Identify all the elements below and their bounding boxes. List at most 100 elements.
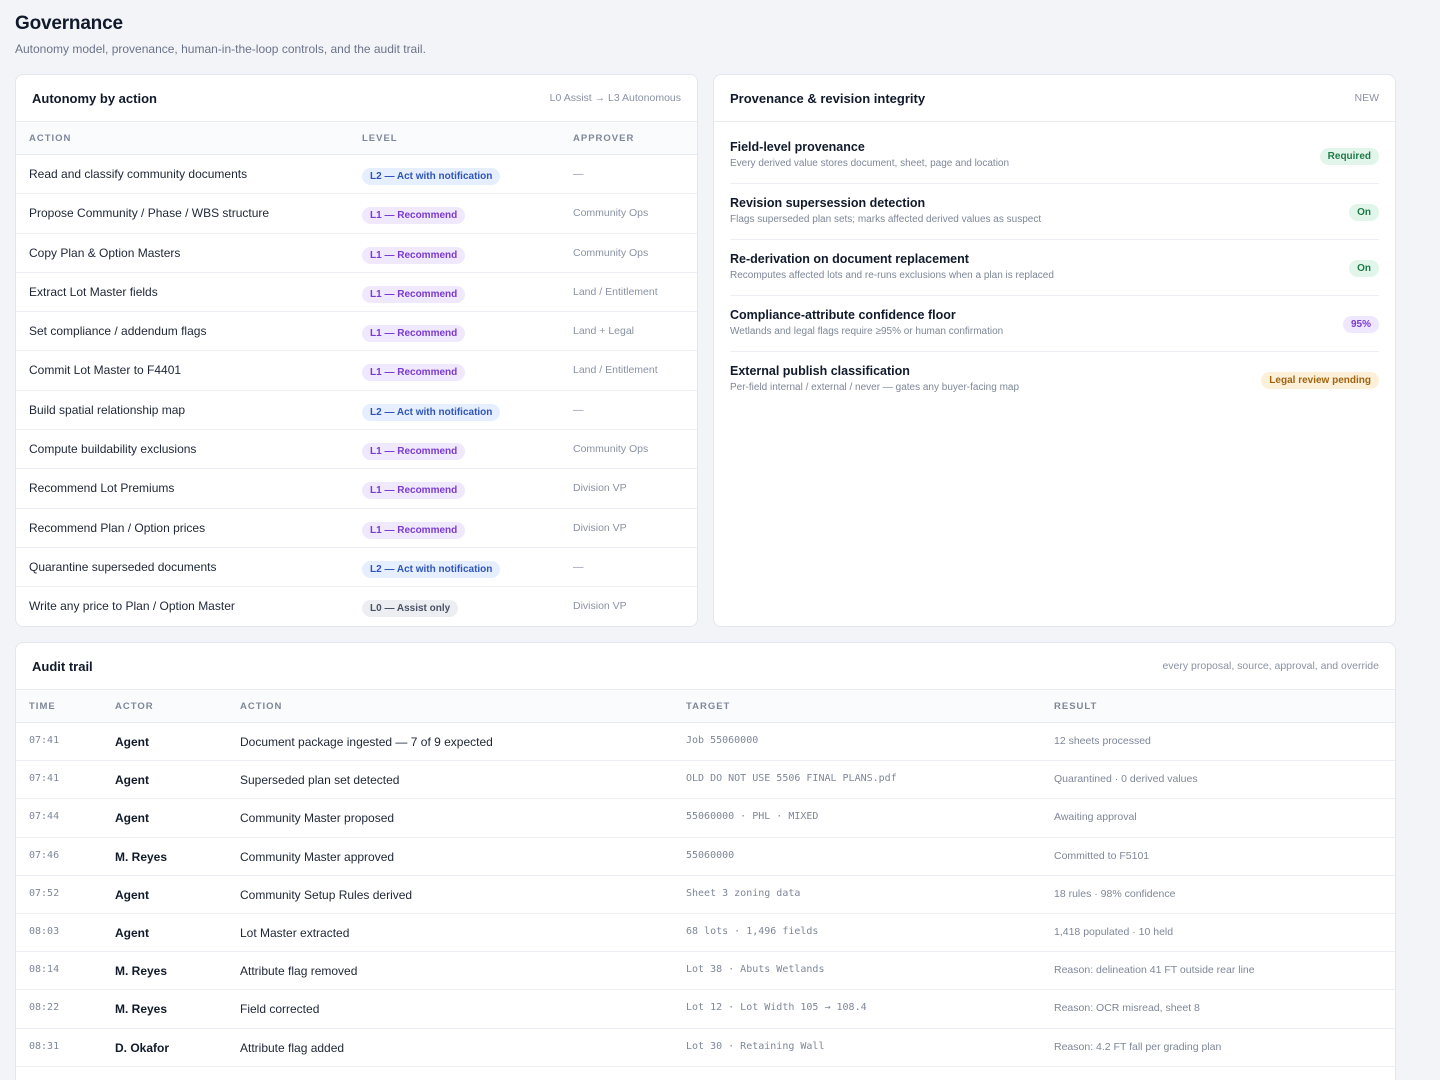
column-header-level: LEVEL xyxy=(362,133,398,144)
actor-cell: D. Okafor xyxy=(115,1040,170,1055)
target-cell: Lot 30 · Retaining Wall xyxy=(686,1040,825,1052)
table-row[interactable]: 07:52 Agent Community Setup Rules derived S… xyxy=(16,876,1395,914)
approver-label: — xyxy=(573,168,584,180)
action-cell: Field corrected xyxy=(240,1002,320,1017)
action-label: Write any price to Plan / Option Master xyxy=(29,599,235,614)
table-row[interactable]: Recommend Lot Premiums L1 — Recommend Divi… xyxy=(16,469,697,509)
autonomy-table-header: ACTION LEVEL APPROVER xyxy=(16,122,697,155)
level-badge: L1 — Recommend xyxy=(362,285,466,303)
audit-table-body: 07:41 Agent Document package ingested — 7 … xyxy=(16,723,1395,1067)
approver-label: Division VP xyxy=(573,521,627,534)
audit-trail-card: Audit trail every proposal, source, appr… xyxy=(15,642,1396,1080)
level-badge: L1 — Recommend xyxy=(362,207,466,225)
actor-cell: Agent xyxy=(115,811,149,826)
column-header-time: TIME xyxy=(29,701,56,712)
target-cell: Lot 12 · Lot Width 105 → 108.4 xyxy=(686,1002,867,1014)
table-row[interactable]: Quarantine superseded documents L2 — Act … xyxy=(16,548,697,588)
approver-label: — xyxy=(573,403,584,416)
target-cell: Sheet 3 zoning data xyxy=(686,887,801,899)
table-row[interactable]: Recommend Plan / Option prices L1 — Recom… xyxy=(16,509,697,548)
action-cell: Lot Master extracted xyxy=(240,925,350,940)
action-label: Copy Plan & Option Masters xyxy=(29,245,181,260)
actor-cell: Agent xyxy=(115,887,149,902)
audit-card-meta: every proposal, source, approval, and ov… xyxy=(1162,660,1379,672)
time-cell: 08:14 xyxy=(29,964,60,976)
provenance-card-header: Provenance & revision integrity NEW xyxy=(714,75,1395,122)
action-cell: Superseded plan set detected xyxy=(240,773,400,788)
table-row[interactable]: 07:41 Agent Superseded plan set detected OL… xyxy=(16,761,1395,800)
provenance-item-description: Flags superseded plan sets; marks affect… xyxy=(730,214,1042,225)
target-cell: 55060000 xyxy=(686,849,735,861)
level-cell: L1 — Recommend xyxy=(362,362,466,382)
table-row[interactable]: Write any price to Plan / Option Master L… xyxy=(16,587,697,626)
approver-label: Division VP xyxy=(573,482,627,495)
table-row[interactable]: 07:41 Agent Document package ingested — 7 … xyxy=(16,723,1395,762)
provenance-item: Revision supersession detection Flags sup… xyxy=(730,184,1379,240)
level-cell: L1 — Recommend xyxy=(362,441,466,461)
provenance-item-title: External publish classification xyxy=(730,364,910,378)
table-row[interactable]: Read and classify community documents L2 … xyxy=(16,155,697,195)
status-badge: 95% xyxy=(1342,316,1379,333)
table-row[interactable]: 08:22 M. Reyes Field corrected Lot 12 · Lot… xyxy=(16,990,1395,1029)
time-cell: 07:46 xyxy=(29,849,60,861)
audit-card-title: Audit trail xyxy=(32,658,93,674)
table-row[interactable]: Copy Plan & Option Masters L1 — Recommend… xyxy=(16,234,697,273)
provenance-item-description: Per-field internal / external / never — … xyxy=(730,382,1020,393)
level-badge: L2 — Act with notification xyxy=(362,403,501,421)
approver-label: Land + Legal xyxy=(573,325,635,338)
page-subtitle: Autonomy model, provenance, human-in-the… xyxy=(15,42,426,56)
table-row[interactable]: Set compliance / addendum flags L1 — Reco… xyxy=(16,312,697,352)
approver-label: Land / Entitlement xyxy=(573,285,658,298)
table-row[interactable]: 07:46 M. Reyes Community Master approved 55… xyxy=(16,838,1395,876)
actor-cell: Agent xyxy=(115,773,149,788)
table-row[interactable]: 08:31 D. Okafor Attribute flag added Lot 30… xyxy=(16,1029,1395,1067)
action-label: Set compliance / addendum flags xyxy=(29,324,207,339)
status-badge: On xyxy=(1349,204,1379,221)
table-row[interactable]: Propose Community / Phase / WBS structur… xyxy=(16,194,697,234)
action-cell: Community Setup Rules derived xyxy=(240,887,413,902)
table-row[interactable]: 08:14 M. Reyes Attribute flag removed Lot 3… xyxy=(16,952,1395,991)
provenance-item: Re-derivation on document replacement Rec… xyxy=(730,240,1379,296)
table-row[interactable]: Commit Lot Master to F4401 L1 — Recommend… xyxy=(16,351,697,391)
approver-label: Division VP xyxy=(573,600,627,613)
time-cell: 07:52 xyxy=(29,887,60,899)
column-header-target: TARGET xyxy=(686,701,731,712)
table-row[interactable]: Build spatial relationship map L2 — Act w… xyxy=(16,391,697,431)
level-badge: L2 — Act with notification xyxy=(362,560,501,578)
level-cell: L1 — Recommend xyxy=(362,205,466,225)
action-label: Build spatial relationship map xyxy=(29,402,186,417)
table-row[interactable]: 07:44 Agent Community Master proposed 55060… xyxy=(16,799,1395,838)
audit-table-header: TIME ACTOR ACTION TARGET RESULT xyxy=(16,690,1395,723)
provenance-item-title: Field-level provenance xyxy=(730,140,865,154)
result-cell: 12 sheets processed xyxy=(1054,735,1151,747)
level-cell: L0 — Assist only xyxy=(362,598,459,618)
table-row[interactable]: Extract Lot Master fields L1 — Recommend L… xyxy=(16,273,697,313)
action-label: Compute buildability exclusions xyxy=(29,442,197,457)
provenance-card-title: Provenance & revision integrity xyxy=(730,90,926,106)
status-cell: On xyxy=(1349,258,1379,277)
level-cell: L1 — Recommend xyxy=(362,323,466,343)
target-cell: 68 lots · 1,496 fields xyxy=(686,925,819,937)
actor-cell: Agent xyxy=(115,735,149,749)
provenance-item-description: Wetlands and legal flags require ≥95% or… xyxy=(730,326,1004,337)
provenance-item-title: Compliance-attribute confidence floor xyxy=(730,308,956,322)
autonomy-card-title: Autonomy by action xyxy=(32,90,157,106)
time-cell: 08:31 xyxy=(29,1040,60,1052)
page-title: Governance xyxy=(15,13,123,34)
time-cell: 08:22 xyxy=(29,1002,60,1014)
result-cell: Awaiting approval xyxy=(1054,811,1137,824)
provenance-item-title: Re-derivation on document replacement xyxy=(730,252,969,266)
level-badge: L1 — Recommend xyxy=(362,246,466,264)
table-row[interactable]: Compute buildability exclusions L1 — Reco… xyxy=(16,430,697,470)
approver-label: — xyxy=(573,560,584,573)
approver-label: Community Ops xyxy=(573,207,649,220)
status-cell: 95% xyxy=(1342,314,1379,333)
column-header-approver: APPROVER xyxy=(573,133,635,144)
actor-cell: M. Reyes xyxy=(115,964,168,979)
column-header-actor: ACTOR xyxy=(115,701,154,712)
table-row[interactable]: 08:03 Agent Lot Master extracted 68 lots · … xyxy=(16,914,1395,953)
status-badge: On xyxy=(1349,260,1379,277)
result-cell: 1,418 populated · 10 held xyxy=(1054,925,1174,938)
target-cell: 55060000 · PHL · MIXED xyxy=(686,811,819,823)
time-cell: 07:44 xyxy=(29,811,60,823)
